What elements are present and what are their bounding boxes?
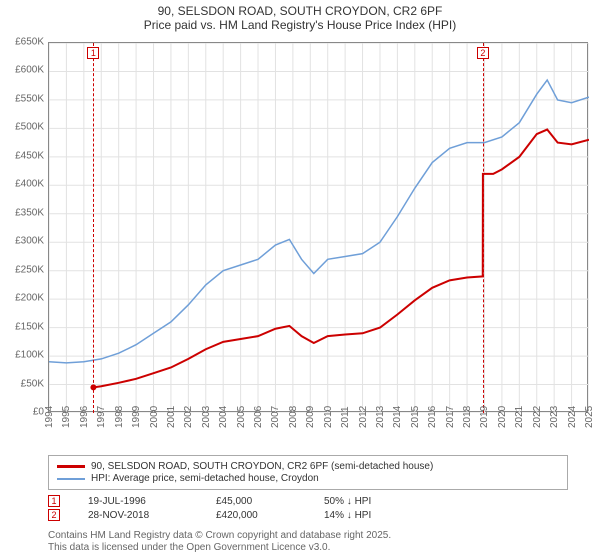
marker-date: 19-JUL-1996 bbox=[88, 496, 188, 507]
marker-row-1: 1 19-JUL-1996 £45,000 50% ↓ HPI bbox=[48, 495, 424, 507]
marker-price: £420,000 bbox=[216, 510, 296, 521]
x-tick-label: 1996 bbox=[79, 406, 90, 428]
legend-label-hpi: HPI: Average price, semi-detached house,… bbox=[91, 473, 319, 484]
marker-date: 28-NOV-2018 bbox=[88, 510, 188, 521]
y-tick-label: £0 bbox=[33, 407, 44, 418]
x-tick-label: 2022 bbox=[532, 406, 543, 428]
x-tick-label: 2001 bbox=[166, 406, 177, 428]
y-tick-label: £600K bbox=[15, 65, 44, 76]
x-tick-label: 2008 bbox=[288, 406, 299, 428]
x-tick-label: 2013 bbox=[375, 406, 386, 428]
y-tick-label: £250K bbox=[15, 264, 44, 275]
marker-id-box: 2 bbox=[48, 509, 60, 521]
y-tick-label: £500K bbox=[15, 122, 44, 133]
x-axis-labels: 1994199519961997199819992000200120022003… bbox=[48, 414, 588, 454]
y-tick-label: £550K bbox=[15, 93, 44, 104]
x-tick-label: 2004 bbox=[218, 406, 229, 428]
y-tick-label: £200K bbox=[15, 293, 44, 304]
series-price-paid bbox=[93, 130, 589, 388]
footer-line2: This data is licensed under the Open Gov… bbox=[48, 542, 391, 554]
y-tick-label: £400K bbox=[15, 179, 44, 190]
x-tick-label: 2006 bbox=[253, 406, 264, 428]
y-tick-label: £450K bbox=[15, 150, 44, 161]
marker-price: £45,000 bbox=[216, 496, 296, 507]
x-tick-label: 2024 bbox=[567, 406, 578, 428]
x-tick-label: 2023 bbox=[549, 406, 560, 428]
x-tick-label: 2005 bbox=[236, 406, 247, 428]
x-tick-label: 2003 bbox=[201, 406, 212, 428]
x-tick-label: 2007 bbox=[270, 406, 281, 428]
legend-row-price-paid: 90, SELSDON ROAD, SOUTH CROYDON, CR2 6PF… bbox=[57, 461, 559, 472]
x-tick-label: 2009 bbox=[305, 406, 316, 428]
title-block: 90, SELSDON ROAD, SOUTH CROYDON, CR2 6PF… bbox=[0, 0, 600, 32]
x-tick-label: 2019 bbox=[479, 406, 490, 428]
legend-swatch-hpi bbox=[57, 478, 85, 480]
marker-row-2: 2 28-NOV-2018 £420,000 14% ↓ HPI bbox=[48, 509, 424, 521]
x-tick-label: 2025 bbox=[584, 406, 595, 428]
marker-delta: 14% ↓ HPI bbox=[324, 510, 424, 521]
y-tick-label: £650K bbox=[15, 37, 44, 48]
legend-row-hpi: HPI: Average price, semi-detached house,… bbox=[57, 473, 559, 484]
x-tick-label: 2014 bbox=[392, 406, 403, 428]
footer-line1: Contains HM Land Registry data © Crown c… bbox=[48, 530, 391, 542]
legend-swatch-price-paid bbox=[57, 465, 85, 468]
x-tick-label: 1998 bbox=[114, 406, 125, 428]
x-tick-label: 2010 bbox=[323, 406, 334, 428]
x-tick-label: 1999 bbox=[131, 406, 142, 428]
title-line1: 90, SELSDON ROAD, SOUTH CROYDON, CR2 6PF bbox=[0, 4, 600, 18]
marker-table: 1 19-JUL-1996 £45,000 50% ↓ HPI 2 28-NOV-2018… bbox=[48, 493, 424, 523]
series-hpi bbox=[49, 80, 589, 363]
x-tick-label: 2018 bbox=[462, 406, 473, 428]
x-tick-label: 2021 bbox=[514, 406, 525, 428]
y-axis-labels: £0£50K£100K£150K£200K£250K£300K£350K£400… bbox=[0, 42, 46, 412]
legend-label-price-paid: 90, SELSDON ROAD, SOUTH CROYDON, CR2 6PF… bbox=[91, 461, 433, 472]
x-tick-label: 1997 bbox=[96, 406, 107, 428]
x-tick-label: 2000 bbox=[149, 406, 160, 428]
plot-area: 12 bbox=[48, 42, 588, 412]
x-tick-label: 2017 bbox=[445, 406, 456, 428]
x-tick-label: 2016 bbox=[427, 406, 438, 428]
x-tick-label: 2011 bbox=[340, 406, 351, 428]
marker-flag-2: 2 bbox=[477, 47, 489, 59]
y-tick-label: £300K bbox=[15, 236, 44, 247]
x-tick-label: 2002 bbox=[183, 406, 194, 428]
y-tick-label: £150K bbox=[15, 321, 44, 332]
title-line2: Price paid vs. HM Land Registry's House … bbox=[0, 18, 600, 32]
marker-vline-1 bbox=[93, 43, 94, 413]
footer: Contains HM Land Registry data © Crown c… bbox=[48, 530, 391, 554]
y-tick-label: £100K bbox=[15, 350, 44, 361]
x-tick-label: 1995 bbox=[61, 406, 72, 428]
x-tick-label: 2015 bbox=[410, 406, 421, 428]
plot-svg bbox=[49, 43, 589, 413]
marker-id-box: 1 bbox=[48, 495, 60, 507]
marker-vline-2 bbox=[483, 43, 484, 413]
y-tick-label: £50K bbox=[21, 378, 44, 389]
x-tick-label: 1994 bbox=[44, 406, 55, 428]
marker-delta: 50% ↓ HPI bbox=[324, 496, 424, 507]
y-tick-label: £350K bbox=[15, 207, 44, 218]
chart-container: 90, SELSDON ROAD, SOUTH CROYDON, CR2 6PF… bbox=[0, 0, 600, 560]
x-tick-label: 2012 bbox=[358, 406, 369, 428]
x-tick-label: 2020 bbox=[497, 406, 508, 428]
marker-flag-1: 1 bbox=[87, 47, 99, 59]
legend: 90, SELSDON ROAD, SOUTH CROYDON, CR2 6PF… bbox=[48, 455, 568, 490]
